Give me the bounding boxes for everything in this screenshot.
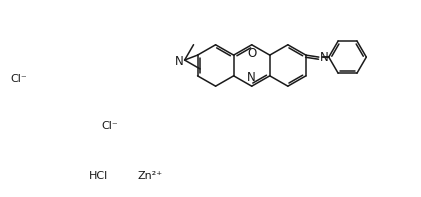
Text: Cl⁻: Cl⁻ xyxy=(102,121,119,131)
Text: Zn²⁺: Zn²⁺ xyxy=(137,171,163,181)
Text: O: O xyxy=(247,47,256,60)
Text: N: N xyxy=(175,55,184,68)
Text: HCl: HCl xyxy=(89,171,109,181)
Text: N: N xyxy=(248,71,256,84)
Text: N: N xyxy=(320,51,328,64)
Text: Cl⁻: Cl⁻ xyxy=(11,74,27,84)
